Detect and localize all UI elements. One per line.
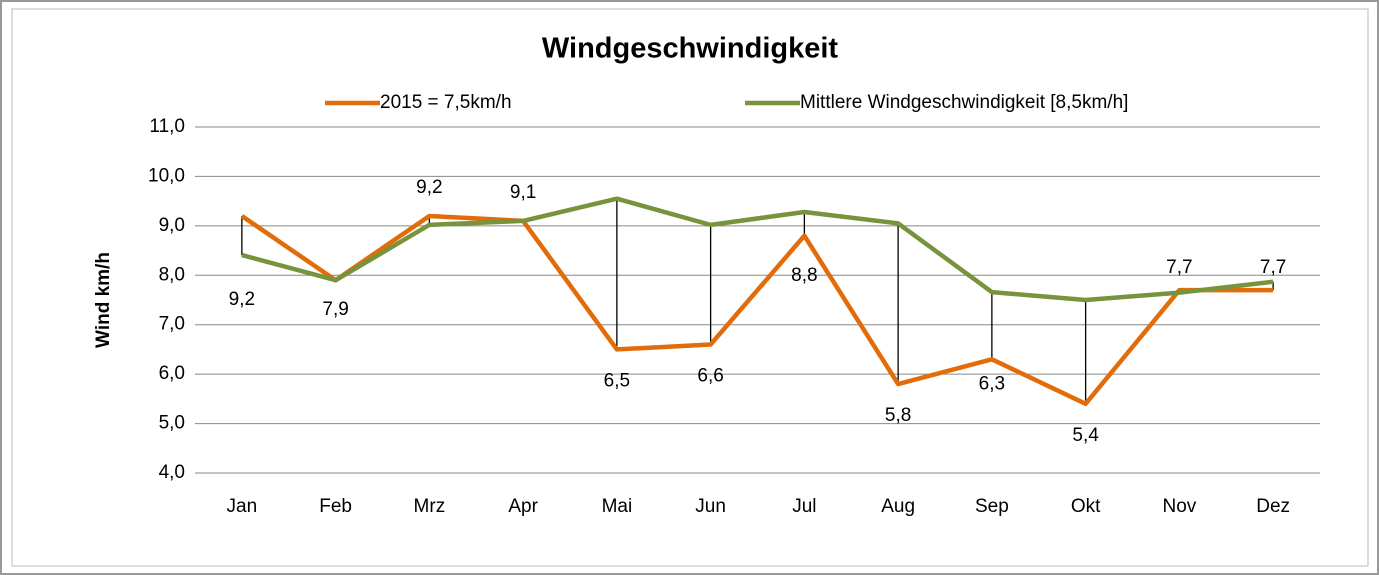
legend-label: 2015 = 7,5km/h xyxy=(380,92,512,113)
data-label: 7,7 xyxy=(1260,257,1286,278)
legend-label: Mittlere Windgeschwindigkeit [8,5km/h] xyxy=(800,92,1128,113)
y-tick-label: 10,0 xyxy=(148,165,185,186)
x-tick-label: Feb xyxy=(319,496,352,517)
x-tick-label: Sep xyxy=(975,496,1009,517)
data-label: 9,2 xyxy=(229,289,255,310)
data-label: 7,9 xyxy=(322,299,348,320)
data-label: 5,4 xyxy=(1072,425,1099,446)
data-label: 9,2 xyxy=(416,177,442,198)
y-tick-label: 7,0 xyxy=(159,314,185,335)
data-label: 8,8 xyxy=(791,265,817,286)
data-label: 6,5 xyxy=(604,370,630,391)
y-tick-label: 6,0 xyxy=(159,363,185,384)
data-label: 6,3 xyxy=(979,373,1005,394)
x-tick-label: Okt xyxy=(1071,496,1101,517)
x-tick-label: Mai xyxy=(602,496,633,517)
series-line xyxy=(240,213,1274,407)
x-tick-label: Dez xyxy=(1256,496,1290,517)
y-tick-label: 4,0 xyxy=(159,462,185,483)
y-tick-label: 5,0 xyxy=(159,413,185,434)
y-tick-label: 9,0 xyxy=(159,215,185,236)
data-label: 7,7 xyxy=(1166,257,1192,278)
data-label: 5,8 xyxy=(885,405,911,426)
x-tick-label: Jul xyxy=(792,496,816,517)
x-tick-label: Nov xyxy=(1162,496,1196,517)
chart-title: Windgeschwindigkeit xyxy=(542,33,839,65)
data-label: 6,6 xyxy=(697,366,723,387)
x-tick-label: Mrz xyxy=(414,496,446,517)
y-axis-label: Wind km/h xyxy=(93,252,114,348)
chart-frame xyxy=(11,8,1369,567)
data-label: 9,1 xyxy=(510,182,536,203)
x-tick-label: Apr xyxy=(508,496,538,517)
y-tick-label: 11,0 xyxy=(149,116,185,137)
y-tick-label: 8,0 xyxy=(159,264,185,285)
x-tick-label: Jan xyxy=(227,496,258,517)
x-tick-label: Jun xyxy=(695,496,726,517)
series-line xyxy=(241,196,1274,303)
x-tick-label: Aug xyxy=(881,496,915,517)
